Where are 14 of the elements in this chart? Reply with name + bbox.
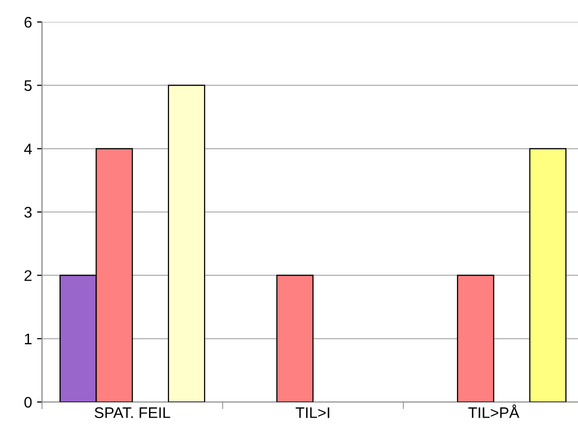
bar bbox=[529, 148, 566, 402]
bar bbox=[168, 84, 206, 402]
x-tick-label: TIL>I bbox=[296, 407, 330, 418]
y-tick-label: 3 bbox=[24, 206, 32, 218]
y-tick-label: 6 bbox=[24, 16, 32, 28]
bar bbox=[276, 274, 314, 402]
y-tick-label: 5 bbox=[24, 80, 32, 92]
y-tick-label: 0 bbox=[24, 396, 32, 408]
bar bbox=[456, 274, 494, 402]
x-tick-label: TIL>PÅ bbox=[468, 404, 520, 418]
y-tick-label: 2 bbox=[24, 270, 32, 281]
x-tick-label: SPAT. FEIL bbox=[94, 407, 170, 418]
y-tick-label: 1 bbox=[24, 334, 32, 344]
y-tick-label: 4 bbox=[24, 144, 32, 154]
